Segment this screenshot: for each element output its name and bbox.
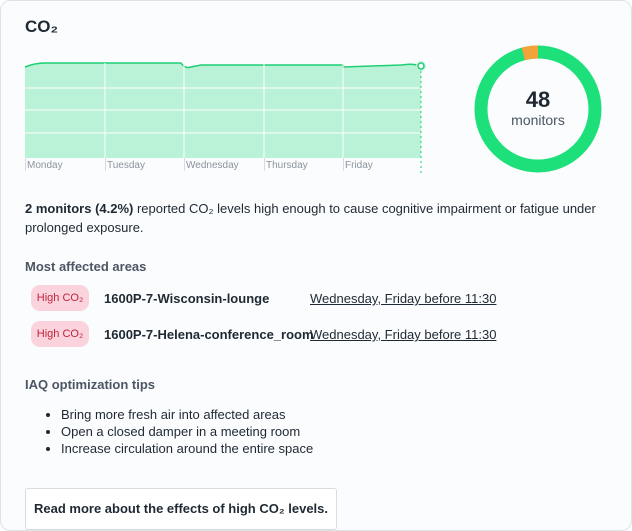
time-link[interactable]: Wednesday, Friday before 11:30 bbox=[310, 327, 497, 342]
status-badge: High CO₂ bbox=[31, 285, 89, 311]
section-heading: IAQ optimization tips bbox=[25, 377, 155, 392]
summary-text: reported CO₂ levels high enough to cause… bbox=[25, 201, 596, 235]
grid bbox=[25, 63, 421, 158]
donut: 48 monitors bbox=[474, 45, 602, 173]
card-title: CO₂ bbox=[25, 17, 59, 36]
day-label: Friday bbox=[345, 160, 373, 171]
day-label: Thursday bbox=[266, 160, 308, 171]
trend-line bbox=[24, 62, 422, 69]
status-badge: High CO₂ bbox=[31, 321, 89, 347]
day-label: Tuesday bbox=[107, 160, 145, 171]
section-heading: Most affected areas bbox=[25, 259, 147, 274]
tips-list: Bring more fresh air into affected areas… bbox=[25, 406, 313, 457]
donut-label: monitors bbox=[511, 112, 565, 128]
time-link[interactable]: Wednesday, Friday before 11:30 bbox=[310, 291, 497, 306]
donut-high-segment bbox=[521, 45, 539, 61]
now-dot bbox=[417, 62, 425, 70]
day-dividers bbox=[25, 158, 344, 171]
tip-item: Bring more fresh air into affected areas bbox=[61, 406, 313, 423]
area-name: 1600P-7-Helena-conference_room bbox=[104, 327, 314, 342]
tip-item: Open a closed damper in a meeting room bbox=[61, 423, 313, 440]
day-label: Monday bbox=[27, 160, 63, 171]
day-label: Wednesday bbox=[186, 160, 239, 171]
trend-chart: Monday Tuesday Wednesday Thursday Friday bbox=[24, 61, 426, 173]
summary: 2 monitors (4.2%) reported CO₂ levels hi… bbox=[25, 199, 605, 237]
area-name: 1600P-7-Wisconsin-lounge bbox=[104, 291, 270, 306]
donut-total: 48 bbox=[526, 87, 550, 112]
summary-count: 2 monitors (4.2%) bbox=[25, 201, 134, 216]
tip-item: Increase circulation around the entire s… bbox=[61, 440, 313, 457]
read-more-button[interactable]: Read more about the effects of high CO₂ … bbox=[25, 488, 337, 530]
